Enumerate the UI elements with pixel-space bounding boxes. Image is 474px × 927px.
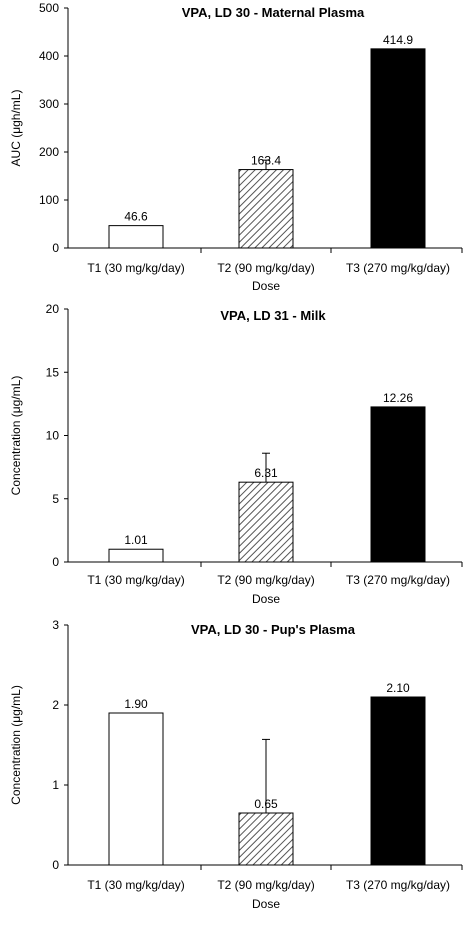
bar-3	[370, 696, 426, 866]
data-label: 6.31	[254, 466, 278, 480]
x-axis-label: Dose	[252, 279, 280, 293]
bar-1	[108, 225, 164, 249]
chart-title: VPA, LD 30 - Maternal Plasma	[182, 5, 365, 20]
category-label: T3 (270 mg/kg/day)	[346, 261, 450, 275]
chart-panel-3: VPA, LD 30 - Pup's Plasma 0 1 2 3 1.90 T1 (30 …	[9, 618, 463, 911]
y-tick-label: 100	[39, 193, 59, 207]
y-tick-label: 0	[52, 858, 59, 872]
data-label: 414.9	[383, 33, 413, 47]
category-label: T3 (270 mg/kg/day)	[346, 878, 450, 892]
y-axis-label: Concentration (μg/mL)	[9, 376, 23, 496]
data-label: 163.4	[251, 154, 281, 168]
chart-title: VPA, LD 31 - Milk	[220, 308, 326, 323]
bar-2	[238, 481, 294, 563]
y-tick-label: 3	[52, 618, 59, 632]
y-tick-label: 15	[46, 365, 60, 379]
chart-panel-1: VPA, LD 30 - Maternal Plasma 0 100 200 300 40…	[9, 1, 463, 293]
y-axis-label: Concentration (μg/mL)	[9, 685, 23, 805]
chart-title: VPA, LD 30 - Pup's Plasma	[191, 622, 356, 637]
bar-1	[108, 548, 164, 563]
category-label: T1 (30 mg/kg/day)	[87, 261, 184, 275]
category-label: T2 (90 mg/kg/day)	[217, 573, 314, 587]
y-tick-label: 1	[52, 778, 59, 792]
bar-1	[108, 712, 164, 866]
data-label: 0.65	[254, 797, 278, 811]
data-label: 1.01	[124, 533, 148, 547]
y-tick-label: 0	[52, 241, 59, 255]
y-tick-label: 5	[52, 492, 59, 506]
y-tick-label: 10	[46, 429, 60, 443]
bar-3	[370, 406, 426, 563]
y-axis-label: AUC (μgh/mL)	[9, 90, 23, 167]
y-tick-label: 500	[39, 1, 59, 15]
x-axis-label: Dose	[252, 592, 280, 606]
chart-panel-2: VPA, LD 31 - Milk 0 5 10 15 20 1.01 T1 (30 mg/k…	[9, 302, 463, 606]
data-label: 46.6	[124, 210, 148, 224]
category-label: T2 (90 mg/kg/day)	[217, 878, 314, 892]
category-label: T1 (30 mg/kg/day)	[87, 573, 184, 587]
bar-2	[238, 812, 294, 866]
data-label: 2.10	[386, 681, 410, 695]
data-label: 1.90	[124, 697, 148, 711]
category-label: T1 (30 mg/kg/day)	[87, 878, 184, 892]
y-tick-label: 400	[39, 49, 59, 63]
y-tick-label: 2	[52, 698, 59, 712]
category-label: T2 (90 mg/kg/day)	[217, 261, 314, 275]
x-axis-label: Dose	[252, 897, 280, 911]
data-label: 12.26	[383, 391, 413, 405]
y-tick-label: 200	[39, 145, 59, 159]
category-label: T3 (270 mg/kg/day)	[346, 573, 450, 587]
y-tick-label: 0	[52, 555, 59, 569]
y-tick-label: 300	[39, 97, 59, 111]
bar-2	[238, 169, 294, 249]
y-tick-label: 20	[46, 302, 60, 316]
bar-3	[370, 48, 426, 249]
